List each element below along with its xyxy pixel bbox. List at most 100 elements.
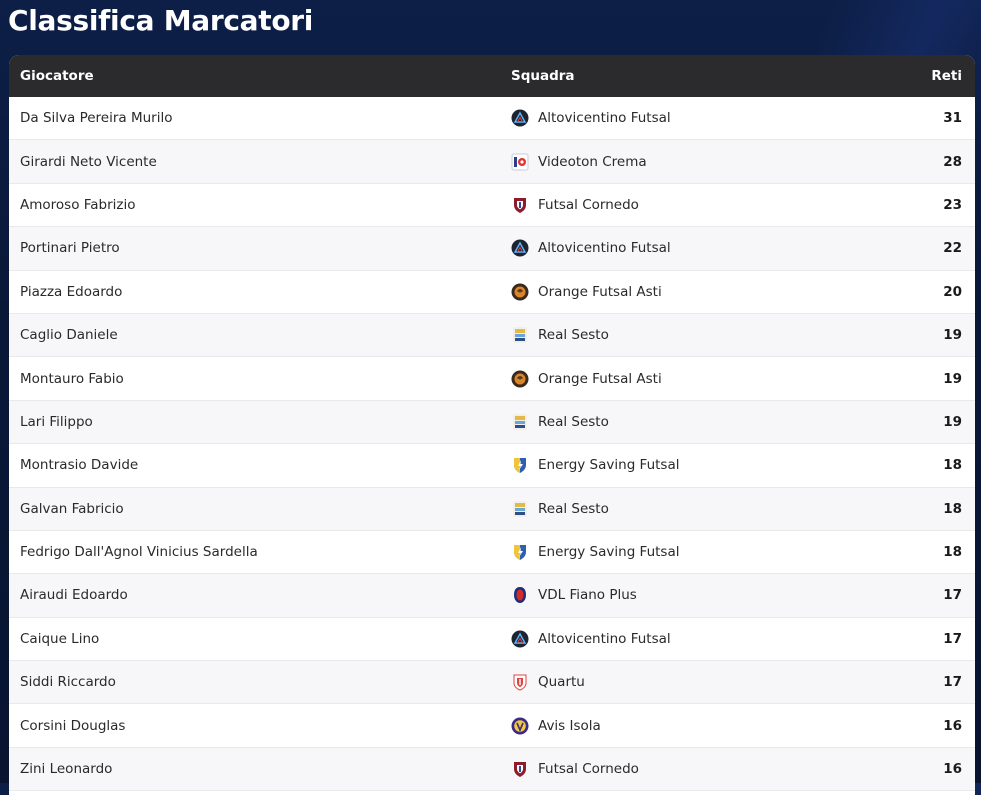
player-name[interactable]: Lari Filippo (20, 413, 93, 430)
team-cell[interactable]: Futsal Cornedo (499, 196, 879, 214)
table-row[interactable]: Lari Filippo Real Sesto 19 (9, 400, 975, 445)
table-row[interactable]: Da Silva Pereira Murilo Altovicentino Fut… (9, 97, 975, 141)
table-row[interactable]: Caglio Daniele Real Sesto 19 (9, 313, 975, 358)
team-cell[interactable]: Energy Saving Futsal (499, 543, 879, 561)
team-cell[interactable]: Real Sesto (499, 413, 879, 431)
goals-count: 22 (943, 240, 962, 257)
page-title: Classifica Marcatori (8, 4, 314, 37)
real-sesto-logo-icon (511, 326, 529, 344)
player-name[interactable]: Corsini Douglas (20, 717, 126, 734)
table-row[interactable]: Corsini Douglas Avis Isola 16 (9, 704, 975, 748)
player-name[interactable]: Siddi Riccardo (20, 674, 116, 691)
team-name: Avis Isola (538, 717, 601, 734)
goals-count: 31 (943, 110, 962, 127)
goals-count: 23 (943, 196, 962, 213)
altovicentino-logo-icon (511, 630, 529, 648)
team-name: Futsal Cornedo (538, 196, 639, 213)
energy-saving-logo-icon (511, 543, 529, 561)
player-name[interactable]: Piazza Edoardo (20, 283, 123, 300)
team-name: Real Sesto (538, 327, 609, 344)
real-sesto-logo-icon (511, 500, 529, 518)
team-cell[interactable]: Orange Futsal Asti (499, 283, 879, 301)
scorers-table: Giocatore Squadra Reti Da Silva Pereira … (9, 55, 975, 795)
team-name: Orange Futsal Asti (538, 283, 662, 300)
goals-count: 16 (943, 717, 962, 734)
table-row[interactable]: Montauro Fabio Orange Futsal Asti 19 (9, 357, 975, 401)
team-name: Energy Saving Futsal (538, 457, 680, 474)
team-cell[interactable]: Avis Isola (499, 717, 879, 735)
quartu-logo-icon (511, 673, 529, 691)
player-name[interactable]: Da Silva Pereira Murilo (20, 110, 173, 127)
team-cell[interactable]: Videoton Crema (499, 153, 879, 171)
player-name[interactable]: Montauro Fabio (20, 370, 124, 387)
team-name: Altovicentino Futsal (538, 240, 671, 257)
goals-count: 18 (943, 457, 962, 474)
team-cell[interactable]: Quartu (499, 673, 879, 691)
goals-count: 19 (943, 327, 962, 344)
team-cell[interactable]: VDL Fiano Plus (499, 586, 879, 604)
header-goals[interactable]: Reti (931, 68, 962, 84)
goals-count: 28 (943, 153, 962, 170)
fiano-logo-icon (511, 586, 529, 604)
altovicentino-logo-icon (511, 239, 529, 257)
team-cell[interactable]: Real Sesto (499, 326, 879, 344)
real-sesto-logo-icon (511, 413, 529, 431)
table-body: Da Silva Pereira Murilo Altovicentino Fut… (9, 97, 975, 792)
table-row[interactable]: Caique Lino Altovicentino Futsal 17 (9, 617, 975, 662)
team-name: Energy Saving Futsal (538, 544, 680, 561)
goals-count: 20 (943, 283, 962, 300)
table-row[interactable]: Amoroso Fabrizio Futsal Cornedo 23 (9, 183, 975, 228)
team-cell[interactable]: Altovicentino Futsal (499, 239, 879, 257)
team-name: Real Sesto (538, 500, 609, 517)
player-name[interactable]: Caique Lino (20, 630, 100, 647)
table-row[interactable]: Piazza Edoardo Orange Futsal Asti 20 (9, 270, 975, 314)
table-row[interactable]: Airaudi Edoardo VDL Fiano Plus 17 (9, 574, 975, 618)
team-name: Real Sesto (538, 413, 609, 430)
team-cell[interactable]: Altovicentino Futsal (499, 109, 879, 127)
table-row[interactable]: Girardi Neto Vicente Videoton Crema 28 (9, 140, 975, 184)
goals-count: 17 (943, 630, 962, 647)
team-cell[interactable]: Real Sesto (499, 500, 879, 518)
player-name[interactable]: Zini Leonardo (20, 761, 113, 778)
team-name: Quartu (538, 674, 585, 691)
table-row[interactable]: Zini Leonardo Futsal Cornedo 16 (9, 747, 975, 792)
team-cell[interactable]: Orange Futsal Asti (499, 370, 879, 388)
player-name[interactable]: Montrasio Davide (20, 457, 139, 474)
altovicentino-logo-icon (511, 109, 529, 127)
player-name[interactable]: Portinari Pietro (20, 240, 120, 257)
header-player[interactable]: Giocatore (20, 68, 94, 84)
team-name: Altovicentino Futsal (538, 110, 671, 127)
player-name[interactable]: Galvan Fabricio (20, 500, 124, 517)
cornedo-logo-icon (511, 196, 529, 214)
goals-count: 18 (943, 544, 962, 561)
team-cell[interactable]: Altovicentino Futsal (499, 630, 879, 648)
table-row[interactable]: Montrasio Davide Energy Saving Futsal 18 (9, 444, 975, 488)
table-row[interactable]: Portinari Pietro Altovicentino Futsal 22 (9, 227, 975, 271)
table-row[interactable]: Galvan Fabricio Real Sesto 18 (9, 487, 975, 531)
team-cell[interactable]: Energy Saving Futsal (499, 456, 879, 474)
videoton-logo-icon (511, 153, 529, 171)
team-name: Orange Futsal Asti (538, 370, 662, 387)
table-row[interactable]: Fedrigo Dall'Agnol Vinicius Sardella Ener… (9, 530, 975, 575)
player-name[interactable]: Caglio Daniele (20, 327, 118, 344)
player-name[interactable]: Girardi Neto Vicente (20, 153, 157, 170)
table-header: Giocatore Squadra Reti (9, 55, 975, 97)
goals-count: 19 (943, 370, 962, 387)
goals-count: 19 (943, 413, 962, 430)
cornedo-logo-icon (511, 760, 529, 778)
header-team[interactable]: Squadra (511, 68, 575, 84)
orange-asti-logo-icon (511, 370, 529, 388)
team-name: VDL Fiano Plus (538, 587, 637, 604)
player-name[interactable]: Amoroso Fabrizio (20, 196, 136, 213)
player-name[interactable]: Fedrigo Dall'Agnol Vinicius Sardella (20, 544, 258, 561)
team-name: Futsal Cornedo (538, 761, 639, 778)
team-name: Altovicentino Futsal (538, 630, 671, 647)
player-name[interactable]: Airaudi Edoardo (20, 587, 128, 604)
avis-isola-logo-icon (511, 717, 529, 735)
table-row[interactable]: Siddi Riccardo Quartu 17 (9, 661, 975, 705)
goals-count: 18 (943, 500, 962, 517)
orange-asti-logo-icon (511, 283, 529, 301)
team-name: Videoton Crema (538, 153, 647, 170)
team-cell[interactable]: Futsal Cornedo (499, 760, 879, 778)
goals-count: 16 (943, 761, 962, 778)
